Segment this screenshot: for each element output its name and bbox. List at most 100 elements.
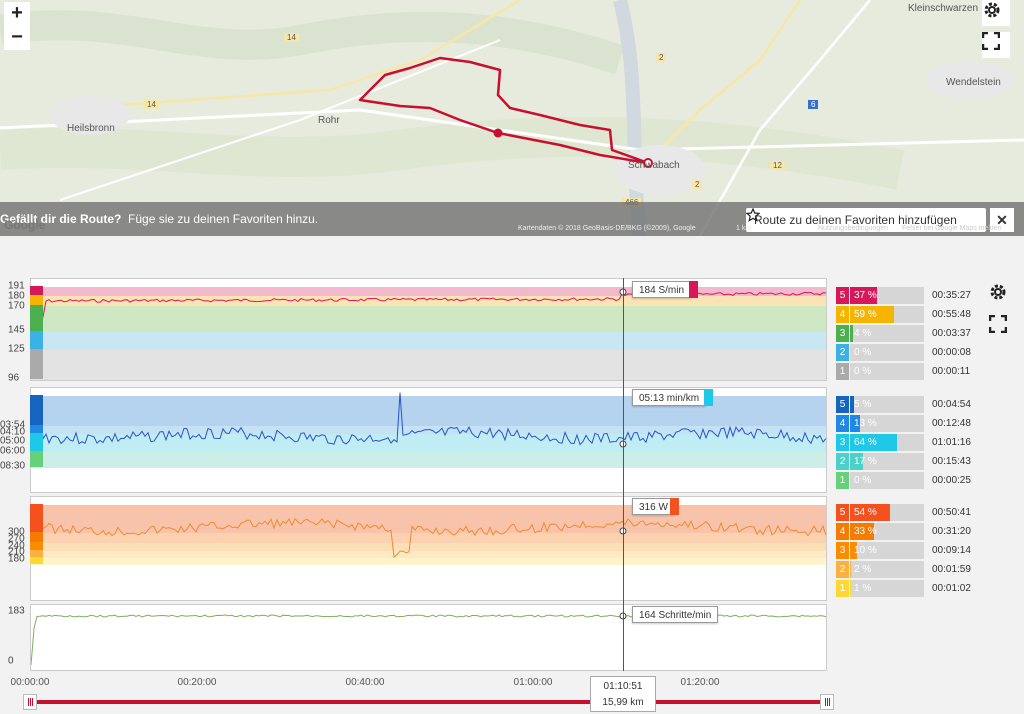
y-tick: 183: [8, 606, 25, 617]
zone-row-cadence-2: 2 0 %: [836, 344, 924, 361]
zone-number: 4: [836, 415, 849, 432]
route-question-text: Gefällt dir die Route? Füge sie zu deine…: [0, 212, 318, 226]
zoom-out-button[interactable]: −: [4, 26, 30, 50]
cadence-tooltip: 184 S/min: [632, 281, 691, 298]
zone-time: 00:35:27: [932, 287, 971, 304]
x-tick: 01:00:00: [514, 677, 553, 688]
zone-number: 1: [836, 472, 849, 489]
zone-row-pace-2: 2 17 %: [836, 453, 924, 470]
y-tick: 145: [8, 325, 25, 336]
map-terms-link[interactable]: Nutzungsbedingungen: [818, 225, 888, 232]
zone-percent: 4 %: [854, 325, 871, 342]
gear-icon: [982, 0, 1002, 20]
zone-time: 00:01:02: [932, 580, 971, 597]
range-start-handle[interactable]: [23, 694, 37, 710]
zone-percent: 1 %: [854, 580, 871, 597]
google-logo: Google: [4, 218, 45, 232]
zone-number: 3: [836, 542, 849, 559]
zone-percent: 2 %: [854, 561, 871, 578]
zone-number: 2: [836, 453, 849, 470]
chart-fullscreen-button[interactable]: [984, 311, 1012, 337]
zone-percent: 10 %: [854, 542, 877, 559]
zone-row-cadence-4: 4 59 %: [836, 306, 924, 323]
road-badge: 12: [770, 161, 785, 170]
zone-number: 5: [836, 287, 849, 304]
map-canvas: [0, 0, 1024, 236]
zone-number: 1: [836, 363, 849, 380]
zone-row-cadence-3: 3 4 %: [836, 325, 924, 342]
y-tick: 170: [8, 301, 25, 312]
cursor-distance: 15,99 km: [591, 695, 655, 711]
zone-number: 4: [836, 306, 849, 323]
pace-tooltip: 05:13 min/km: [632, 389, 706, 406]
zone-number: 2: [836, 561, 849, 578]
zone-time: 00:31:20: [932, 523, 971, 540]
steps-tooltip: 164 Schritte/min: [632, 606, 718, 623]
zone-percent: 33 %: [854, 523, 877, 540]
zone-row-pace-4: 4 13 %: [836, 415, 924, 432]
map-label-heilsbronn: Heilsbronn: [67, 123, 115, 134]
road-badge: 6: [808, 100, 818, 109]
zoom-in-button[interactable]: +: [4, 2, 30, 26]
zone-percent: 64 %: [854, 434, 877, 451]
map-credit: Kartendaten © 2018 GeoBasis-DE/BKG (©200…: [518, 225, 696, 232]
zone-number: 2: [836, 344, 849, 361]
route-hint: Füge sie zu deinen Favoriten hinzu.: [128, 212, 318, 226]
zone-row-pace-1: 1 0 %: [836, 472, 924, 489]
y-tick: 0: [8, 656, 14, 667]
zone-number: 3: [836, 325, 849, 342]
zone-time: 00:04:54: [932, 396, 971, 413]
zone-row-power-3: 3 10 %: [836, 542, 924, 559]
map-label-schwabach: Schwabach: [628, 160, 680, 171]
power-tooltip: 316 W: [632, 498, 675, 515]
road-badge: 14: [144, 100, 159, 109]
zone-percent: 0 %: [854, 472, 871, 489]
zone-percent: 17 %: [854, 453, 877, 470]
zone-time: 00:15:43: [932, 453, 971, 470]
x-tick: 01:20:00: [681, 677, 720, 688]
zone-time: 00:55:48: [932, 306, 971, 323]
power-line: [31, 497, 828, 602]
zone-time: 00:00:11: [932, 363, 970, 380]
zone-time: 00:00:08: [932, 344, 971, 361]
y-tick: 125: [8, 344, 25, 355]
fullscreen-icon: [982, 32, 1000, 50]
zone-row-pace-3: 3 64 %: [836, 434, 924, 451]
zone-row-pace-5: 5 5 %: [836, 396, 924, 413]
zone-number: 1: [836, 580, 849, 597]
map-scale: 1 km: [736, 225, 751, 232]
zone-percent: 5 %: [854, 396, 871, 413]
zone-time: 01:01:16: [932, 434, 971, 451]
road-badge: 2: [692, 180, 702, 189]
range-slider-track[interactable]: [30, 700, 827, 704]
zone-row-cadence-1: 1 0 %: [836, 363, 924, 380]
zone-number: 5: [836, 504, 849, 521]
cursor-readout: 01:10:51 15,99 km: [590, 676, 656, 712]
zone-row-power-5: 5 54 %: [836, 504, 924, 521]
range-end-handle[interactable]: [820, 694, 834, 710]
y-tick: 96: [8, 373, 19, 384]
zone-time: 00:09:14: [932, 542, 971, 559]
x-tick: 00:20:00: [178, 677, 217, 688]
zone-time: 00:50:41: [932, 504, 971, 521]
power-chart[interactable]: [30, 496, 827, 601]
map-label-rohr: Rohr: [318, 115, 340, 126]
map-fullscreen-button[interactable]: [982, 32, 1010, 58]
x-tick: 00:40:00: [346, 677, 385, 688]
zone-bar-fill: [850, 325, 853, 342]
chart-settings-button[interactable]: [984, 279, 1012, 305]
zone-percent: 0 %: [854, 363, 871, 380]
map-report-link[interactable]: Fehler bei Google Maps melden: [902, 225, 1002, 232]
map-settings-button[interactable]: [982, 0, 1010, 26]
cadence-line: [31, 279, 828, 382]
zone-time: 00:01:59: [932, 561, 971, 578]
y-tick: 06:00: [0, 446, 25, 457]
zone-row-power-2: 2 2 %: [836, 561, 924, 578]
map-label-kleinschwarzen: Kleinschwarzen: [908, 3, 978, 14]
y-tick: 08:30: [0, 461, 25, 472]
zone-row-power-1: 1 1 %: [836, 580, 924, 597]
route-map[interactable]: + − Kleinschwarzen Wendelstein Heilsbron…: [0, 0, 1024, 236]
road-badge: 14: [284, 33, 299, 42]
cadence-chart[interactable]: [30, 278, 827, 381]
star-icon: [746, 208, 760, 222]
